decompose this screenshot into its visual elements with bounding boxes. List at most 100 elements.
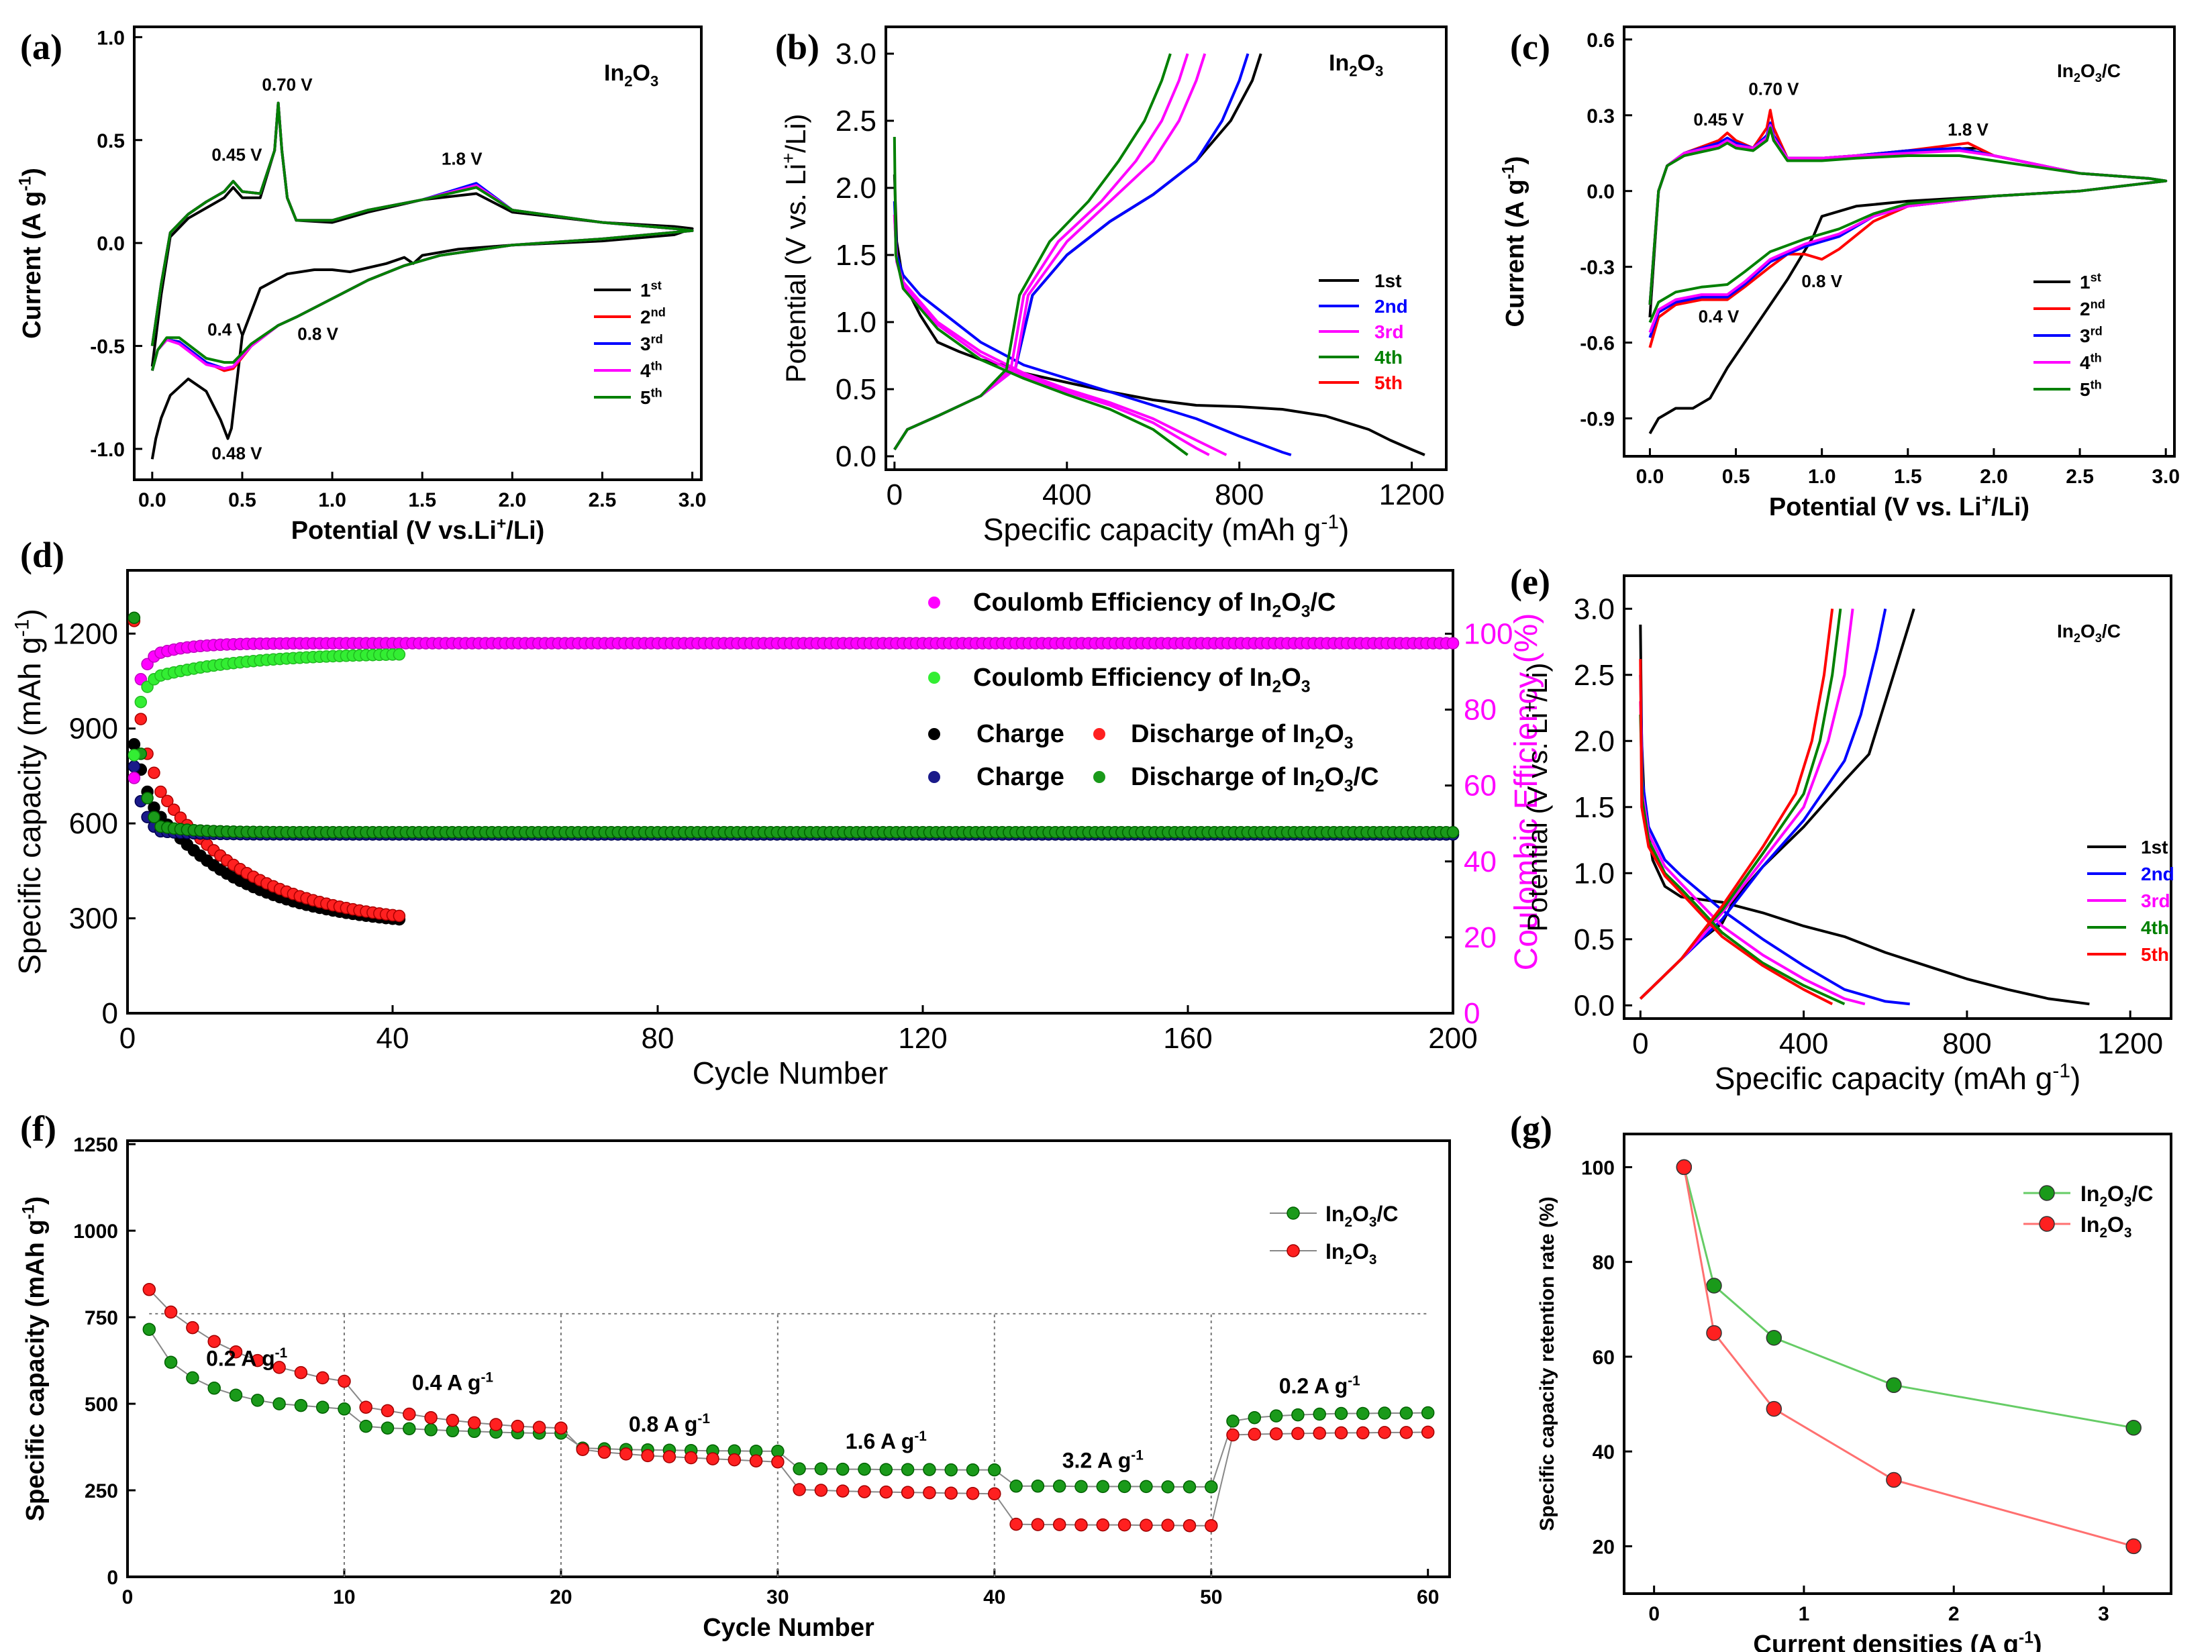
data-point xyxy=(1074,1518,1088,1532)
rate-label: 0.2 A g-1​ xyxy=(1279,1373,1360,1398)
data-point xyxy=(489,1418,503,1431)
panel-label: (g) xyxy=(1510,1108,1552,1149)
data-point xyxy=(1117,1518,1132,1532)
y-tick-label: -0.9 xyxy=(1580,409,1615,431)
x-tick-label: 30 xyxy=(766,1586,789,1608)
discharge-curve-5th xyxy=(893,136,1189,456)
panel-c: 0.0 0.5 1.0 1.5 2.0 2.5 3.0 -0.9 -0.6 -0.3 0.0 0.3 0… xyxy=(1500,25,2180,521)
data-point xyxy=(381,1404,395,1418)
legend-label: 3rd​ xyxy=(640,332,663,354)
legend-label: 1st xyxy=(1374,270,1401,291)
x-tick-label: 800 xyxy=(1215,478,1264,511)
y2-tick-label: 60 xyxy=(1464,770,1497,803)
data-point xyxy=(836,1462,850,1476)
data-point xyxy=(148,811,160,823)
data-point xyxy=(1291,1408,1305,1422)
data-point xyxy=(1706,1325,1722,1341)
y-axis-label: Potential (V vs. Li+​/Li) xyxy=(1519,662,1553,931)
panel-label: (f) xyxy=(20,1108,56,1149)
data-point xyxy=(1205,1480,1218,1494)
x-tick-label: 40 xyxy=(983,1586,1005,1608)
data-point xyxy=(923,1486,936,1500)
data-point xyxy=(706,1452,719,1465)
data-point xyxy=(359,1419,372,1433)
legend-label: Charge xyxy=(976,720,1064,748)
data-point xyxy=(128,611,141,624)
legend-marker xyxy=(928,728,940,740)
y-axis-label: Current (A g-1​) xyxy=(1500,156,1529,327)
x-tick-label: 60 xyxy=(1417,1586,1439,1608)
legend-label: In2​O3​ xyxy=(2080,1212,2131,1241)
data-point xyxy=(1706,1278,1722,1294)
data-point xyxy=(294,1398,308,1412)
data-point xyxy=(1291,1427,1305,1441)
discharge-curve-5th xyxy=(1639,659,1833,1006)
x-tick-label: 20 xyxy=(550,1586,572,1608)
panel-g: 0 1 2 3 20 40 60 80 100 Current densities (A g-1​… xyxy=(1510,1108,2172,1652)
y-axis-label: Specific capacity (mAh g-1​) xyxy=(20,1196,50,1521)
data-point xyxy=(858,1462,871,1476)
data-point xyxy=(403,1422,416,1435)
y2-tick-label: 80 xyxy=(1464,694,1497,727)
x-axis-label: Potential (V vs.Li+​/Li) xyxy=(291,515,545,545)
data-point xyxy=(251,1394,264,1407)
data-point xyxy=(879,1463,893,1476)
data-point xyxy=(1313,1407,1326,1421)
plot-frame-e xyxy=(1623,574,2172,1020)
panel-label: (b) xyxy=(775,27,819,67)
data-point xyxy=(1117,1480,1132,1494)
x-tick-label: 0 xyxy=(1632,1027,1648,1060)
data-point xyxy=(142,1323,156,1336)
panel-title: In2​O3​/C xyxy=(2057,621,2121,645)
data-point xyxy=(154,785,167,798)
cv-curve-5th xyxy=(150,101,694,371)
data-point xyxy=(1886,1472,1902,1488)
y-axis-label: Specific capacity (mAh g-1​) xyxy=(11,609,47,975)
x-tick-label: 0.0 xyxy=(1636,466,1664,488)
data-point xyxy=(641,1449,654,1463)
y-tick-label: -0.3 xyxy=(1580,257,1615,279)
legend-label: 3rd​ xyxy=(2080,324,2103,346)
legend-marker xyxy=(2039,1216,2055,1232)
panel-label: (c) xyxy=(1510,27,1550,67)
y-tick-label: 100 xyxy=(1581,1157,1615,1179)
data-point xyxy=(1009,1480,1023,1493)
discharge-curve-4th xyxy=(1639,714,1846,1006)
data-point xyxy=(207,1335,221,1348)
legend-marker xyxy=(1287,1206,1300,1220)
data-point xyxy=(164,1305,178,1319)
data-point xyxy=(229,1388,243,1402)
panel-label: (d) xyxy=(20,535,64,575)
legend-label: Discharge of In2​O3​ xyxy=(1131,720,1354,753)
x-tick-label: 2.5 xyxy=(2066,466,2094,488)
data-point xyxy=(619,1447,633,1461)
data-point xyxy=(403,1407,416,1421)
data-point xyxy=(793,1483,806,1496)
x-tick-label: 80 xyxy=(642,1022,674,1055)
data-point xyxy=(1226,1428,1240,1442)
data-point xyxy=(186,1371,199,1385)
data-point xyxy=(727,1453,742,1467)
x-tick-label: 0 xyxy=(887,478,903,511)
peak-annotation: 1.8 V xyxy=(1948,119,1989,140)
data-point xyxy=(164,1355,178,1369)
legend-label: 2nd​ xyxy=(640,305,666,327)
data-point xyxy=(988,1487,1001,1500)
data-point xyxy=(251,1353,264,1367)
data-point xyxy=(338,1374,351,1388)
legend-label: 4th​ xyxy=(2080,351,2102,373)
x-tick-label: 3.0 xyxy=(2152,466,2180,488)
x-tick-label: 0 xyxy=(119,1022,136,1055)
data-point xyxy=(1378,1426,1391,1439)
data-point xyxy=(272,1397,286,1410)
y-tick-label: 500 xyxy=(85,1394,118,1416)
data-point xyxy=(1248,1427,1262,1441)
legend-label: 5th​ xyxy=(640,386,662,408)
data-point xyxy=(1421,1425,1435,1439)
data-point xyxy=(128,772,141,784)
data-point xyxy=(1140,1480,1153,1494)
plot-frame-b xyxy=(885,25,1448,471)
y-tick-label: 0.3 xyxy=(1587,105,1615,127)
data-point xyxy=(1886,1377,1902,1394)
x-tick-label: 200 xyxy=(1428,1022,1477,1055)
